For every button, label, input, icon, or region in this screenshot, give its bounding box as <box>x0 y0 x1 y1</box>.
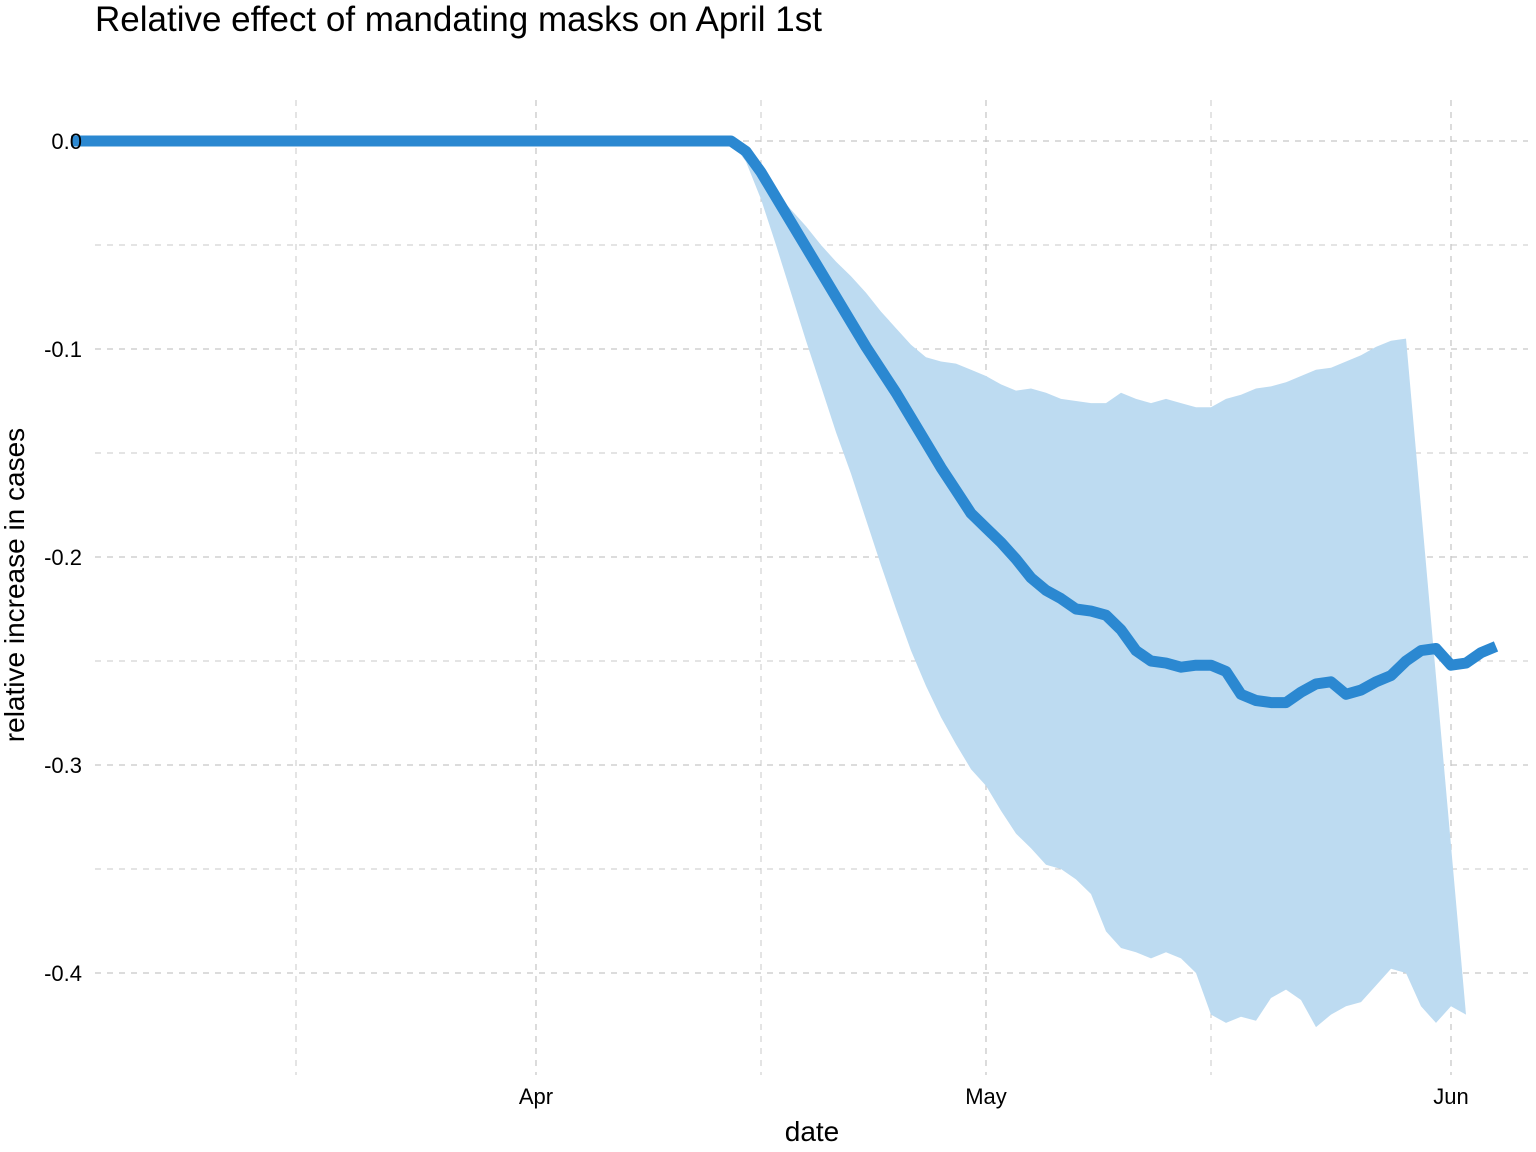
effect-line <box>71 135 1499 709</box>
x-tick-label: Apr <box>519 1084 553 1109</box>
x-tick-label: May <box>965 1084 1007 1109</box>
x-axis-title: date <box>785 1116 840 1147</box>
y-tick-label: -0.3 <box>44 753 82 778</box>
y-axis-ticks: 0.0 -0.1 -0.2 -0.3 -0.4 <box>44 129 82 986</box>
y-tick-label: -0.2 <box>44 545 82 570</box>
y-axis-title: relative increase in cases <box>0 428 30 742</box>
x-tick-label: Jun <box>1433 1084 1468 1109</box>
y-tick-label: -0.1 <box>44 337 82 362</box>
x-axis-ticks: Apr May Jun <box>519 1084 1469 1109</box>
confidence-band <box>731 141 1466 1028</box>
y-tick-label: 0.0 <box>51 129 82 154</box>
chart-title: Relative effect of mandating masks on Ap… <box>95 0 822 39</box>
y-tick-label: -0.4 <box>44 961 82 986</box>
